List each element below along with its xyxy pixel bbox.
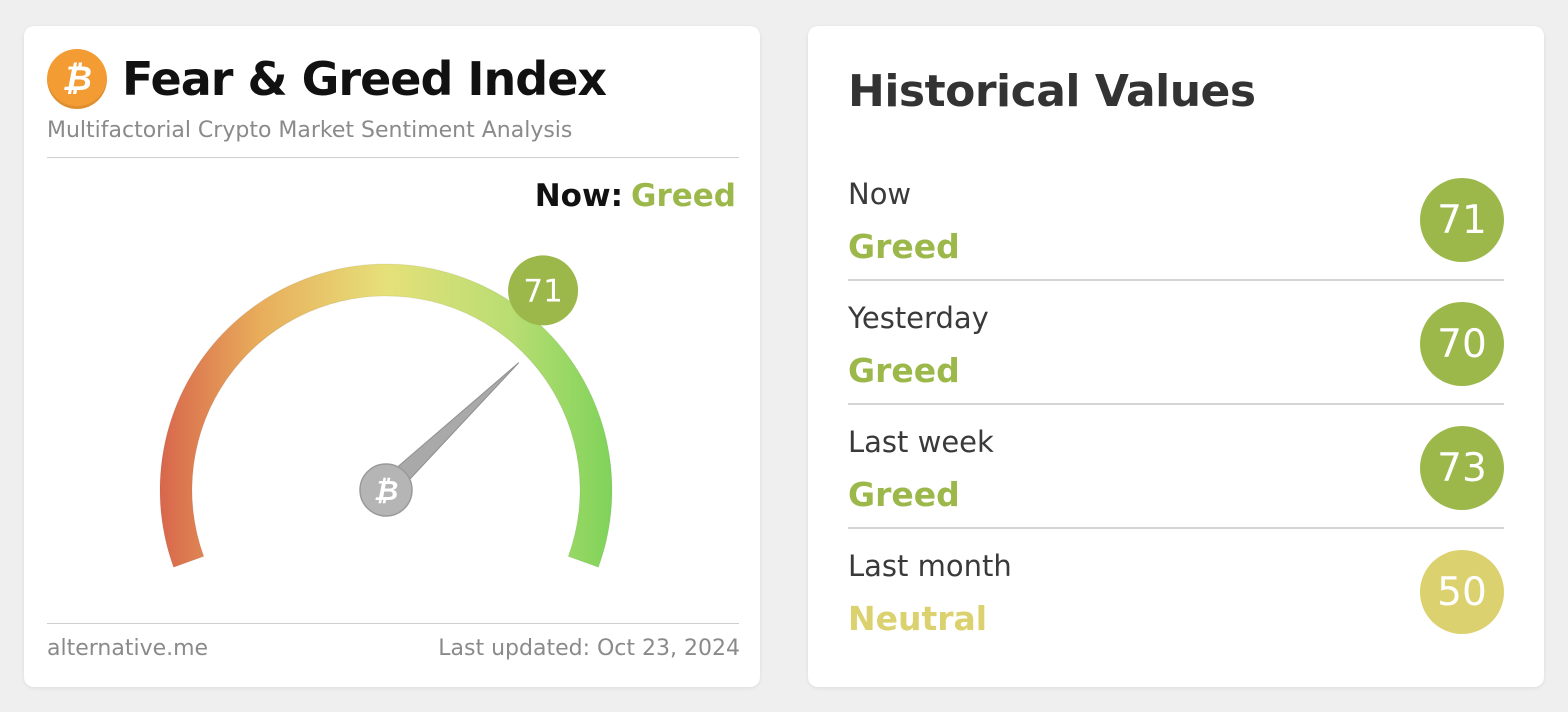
history-value-badge: 73 bbox=[1420, 426, 1504, 510]
history-row: Now Greed 71 bbox=[848, 157, 1504, 281]
gauge-value-badge bbox=[508, 255, 579, 326]
history-classification: Greed bbox=[848, 475, 960, 514]
history-classification: Greed bbox=[848, 351, 960, 390]
page-title: Fear & Greed Index bbox=[122, 52, 607, 106]
divider bbox=[848, 403, 1504, 405]
history-row: Last month Neutral 50 bbox=[848, 529, 1504, 653]
gauge-arc bbox=[159, 263, 613, 568]
fear-greed-card: ₿ Fear & Greed Index Multifactorial Cryp… bbox=[24, 26, 760, 687]
history-classification: Neutral bbox=[848, 599, 988, 638]
historical-values-card: Historical Values Now Greed 71 Yesterday… bbox=[808, 26, 1544, 687]
history-value-badge: 70 bbox=[1420, 302, 1504, 386]
now-value: Greed bbox=[631, 178, 736, 214]
history-value-badge: 71 bbox=[1420, 178, 1504, 262]
history-value-badge: 50 bbox=[1420, 550, 1504, 634]
divider bbox=[47, 623, 739, 624]
last-updated: Last updated: Oct 23, 2024 bbox=[438, 636, 740, 661]
history-period: Last month bbox=[848, 549, 1012, 583]
source-link[interactable]: alternative.me bbox=[47, 636, 209, 661]
gauge-hub bbox=[359, 463, 413, 517]
now-status: Now: Greed bbox=[535, 178, 736, 214]
divider bbox=[47, 157, 739, 158]
history-period: Last week bbox=[848, 425, 994, 459]
history-period: Yesterday bbox=[848, 301, 989, 335]
history-classification: Greed bbox=[848, 227, 960, 266]
page-subtitle: Multifactorial Crypto Market Sentiment A… bbox=[47, 118, 573, 143]
gauge-value-label: 71 bbox=[523, 273, 562, 309]
divider bbox=[848, 279, 1504, 281]
bitcoin-glyph: ₿ bbox=[62, 59, 92, 99]
bitcoin-icon: ₿ bbox=[374, 474, 399, 507]
historical-title: Historical Values bbox=[848, 66, 1256, 117]
now-label: Now: bbox=[534, 178, 624, 214]
history-period: Now bbox=[848, 177, 912, 211]
bitcoin-icon: ₿ bbox=[47, 49, 107, 109]
history-row: Last week Greed 73 bbox=[848, 405, 1504, 529]
divider bbox=[848, 527, 1504, 529]
history-row: Yesterday Greed 70 bbox=[848, 281, 1504, 405]
sentiment-gauge: ₿ 71 bbox=[159, 255, 613, 568]
